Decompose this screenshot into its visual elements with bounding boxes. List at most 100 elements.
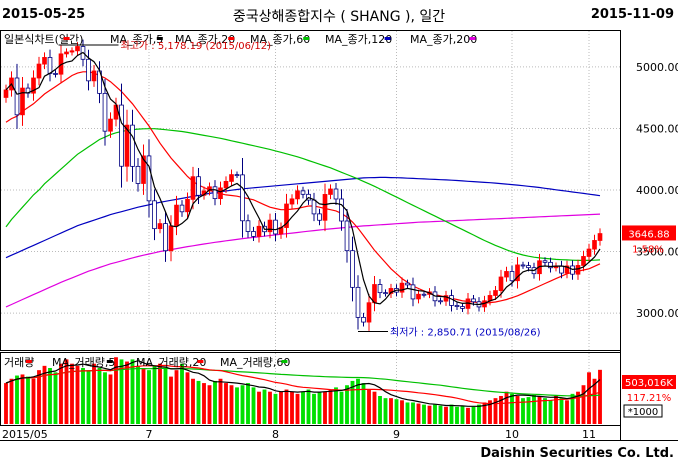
candle-body (190, 176, 196, 200)
candle-body (460, 306, 465, 309)
volume-bar (158, 363, 162, 424)
candle-body (493, 290, 498, 296)
low-annotation: 최저가 : 2,850.71 (2015/08/26) (390, 326, 541, 338)
volume-bar (240, 385, 245, 424)
candle-body (174, 204, 179, 227)
volume-bar (427, 405, 432, 424)
volume-bar (81, 368, 85, 424)
current-volume-label: 503,016K (625, 378, 673, 389)
volume-bar (290, 391, 294, 424)
candle-body (289, 198, 295, 205)
volume-bar (438, 405, 443, 424)
volume-bar (548, 400, 553, 424)
legend-ma20: MA_종가,20 (175, 33, 235, 46)
volume-bar (411, 402, 415, 424)
candle-body (108, 118, 113, 132)
legend-swatch-ma20 (228, 37, 235, 40)
candle-body (361, 316, 366, 323)
candle-body (102, 92, 108, 132)
candle-body (388, 288, 394, 294)
candle-body (223, 180, 229, 189)
legend-swatch-ma200 (469, 37, 476, 40)
volume-bar (350, 380, 355, 424)
price-tick-label: 4500.00 (636, 122, 678, 135)
volume-bar (504, 391, 509, 424)
volume-bar (246, 383, 250, 424)
candle-body (542, 260, 548, 263)
candle-body (339, 198, 344, 222)
volume-bar (213, 380, 217, 424)
candle-body (86, 58, 91, 82)
legend-swatch-ma5 (156, 37, 163, 40)
volume-bar (323, 391, 327, 424)
volume-bar (136, 365, 140, 424)
candle-body (383, 292, 388, 295)
price-change-label: 1.58% (632, 244, 664, 255)
candle-body (520, 264, 526, 267)
legend-price: 일본식차트(일간) (4, 32, 83, 46)
candle-body (586, 248, 592, 257)
candle-body (119, 104, 124, 167)
volume-bar (460, 405, 465, 424)
volume-bar (235, 387, 239, 424)
volume-bar (229, 385, 234, 424)
volume-bar (389, 398, 393, 424)
chart-title: 중국상해종합지수 ( SHANG ), 일간 (232, 9, 446, 25)
candle-body (284, 203, 289, 228)
volume-bar (334, 387, 338, 424)
candle-body (421, 293, 427, 296)
volume-bar (581, 385, 586, 424)
legend-ma60: MA_종가,60 (250, 33, 310, 46)
volume-bar (372, 391, 377, 424)
volume-bar (312, 393, 316, 424)
x-tick-label: 7 (146, 428, 153, 441)
candle-body (179, 204, 185, 213)
volume-bar (103, 372, 107, 424)
volume-bar (361, 383, 366, 424)
volume-bar (92, 363, 96, 424)
volume-bar (383, 398, 388, 424)
candle-body (36, 63, 42, 79)
volume-bar (53, 372, 58, 424)
volume-bar (400, 400, 404, 424)
candle-body (212, 186, 218, 200)
volume-bar (224, 383, 228, 424)
volume-bar (147, 370, 151, 424)
candle-body (130, 124, 135, 167)
volume-bar (339, 391, 344, 424)
volume-bar (75, 365, 80, 424)
candle-body (196, 176, 201, 196)
volume-bar (587, 372, 591, 424)
candle-body (185, 198, 190, 213)
ma20-line (5, 71, 601, 304)
candle-body (366, 302, 372, 323)
volume-bar (537, 396, 542, 424)
volume-bar (130, 359, 135, 424)
volume-bar (169, 376, 173, 424)
candle-body (322, 194, 328, 221)
end-date: 2015-11-09 (590, 7, 674, 22)
candle-body (504, 271, 509, 278)
volume-bar (345, 385, 349, 424)
current-price-box (622, 225, 676, 241)
candle-body (69, 50, 75, 53)
volume-bar (526, 397, 531, 424)
candle-body (559, 265, 564, 274)
high-annotation: 최고가 : 5,178.19 (2015/06/12) (121, 40, 272, 52)
current-price-label: 3646.88 (628, 229, 669, 240)
volume-bar (301, 391, 305, 424)
candle-body (471, 298, 476, 303)
brand-label: Daishin Securities Co. Ltd. (480, 446, 674, 461)
candle-body (47, 57, 53, 74)
volume-bar (477, 404, 481, 424)
volume-bar (499, 396, 503, 424)
candle-body (416, 293, 421, 300)
volume-bar (163, 368, 168, 424)
candle-body (317, 213, 322, 221)
volume-legend-swatch-vma20 (197, 360, 204, 363)
volume-bar (416, 403, 421, 424)
candle-body (328, 188, 333, 195)
volume-bar (510, 393, 514, 424)
volume-bar (180, 363, 184, 424)
